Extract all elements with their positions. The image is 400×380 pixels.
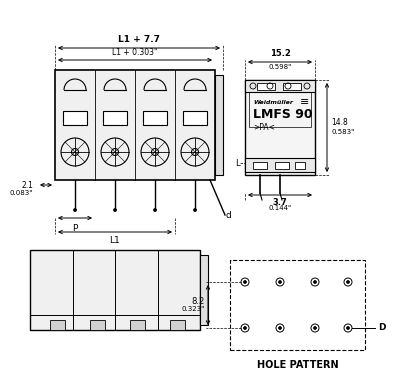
Bar [90,320,105,330]
Text: LMFS 90: LMFS 90 [253,109,313,122]
Text: 3.7: 3.7 [273,198,287,207]
Bar [245,80,315,175]
Circle shape [74,209,76,212]
Text: L1 + 7.7: L1 + 7.7 [118,35,160,44]
Text: 0.598": 0.598" [268,64,292,70]
Circle shape [194,209,196,212]
Bar [283,83,301,90]
Bar [63,111,87,125]
Bar [215,75,223,175]
Text: d: d [225,211,231,220]
Bar [50,320,65,330]
Circle shape [154,209,156,212]
Text: 2.1: 2.1 [21,180,33,190]
Circle shape [244,326,246,329]
Bar [249,92,311,127]
Bar [183,111,207,125]
Circle shape [244,280,246,283]
Bar [253,162,267,169]
Text: Weidmüller: Weidmüller [253,100,293,104]
Bar [230,260,365,350]
Bar [55,70,215,180]
Text: D: D [378,323,386,332]
Text: 8.2: 8.2 [192,296,205,306]
Bar [245,80,315,92]
Text: HOLE PATTERN: HOLE PATTERN [257,360,338,370]
Text: 14.8: 14.8 [331,118,348,127]
Bar [257,83,275,90]
Bar [245,158,315,172]
Circle shape [346,326,350,329]
Circle shape [314,280,316,283]
Circle shape [114,209,116,212]
Text: ≡: ≡ [300,97,309,107]
Circle shape [314,326,316,329]
Text: L: L [235,158,239,168]
Bar [295,162,305,169]
Text: >PA<: >PA< [253,124,275,133]
Circle shape [278,326,282,329]
Text: L1: L1 [110,236,120,245]
Bar [103,111,127,125]
Bar [30,250,200,330]
Circle shape [278,280,282,283]
Text: L1 + 0.303": L1 + 0.303" [112,48,158,57]
Text: 15.2: 15.2 [270,49,290,58]
Text: 0.144": 0.144" [268,205,292,211]
Bar [170,320,185,330]
Bar [200,255,208,325]
Circle shape [346,280,350,283]
Text: 0.083": 0.083" [10,190,33,196]
Bar [130,320,145,330]
Text: P: P [72,224,78,233]
Text: 0.583": 0.583" [331,130,354,136]
Bar [143,111,167,125]
Text: 0.323": 0.323" [182,306,205,312]
Bar [275,162,289,169]
